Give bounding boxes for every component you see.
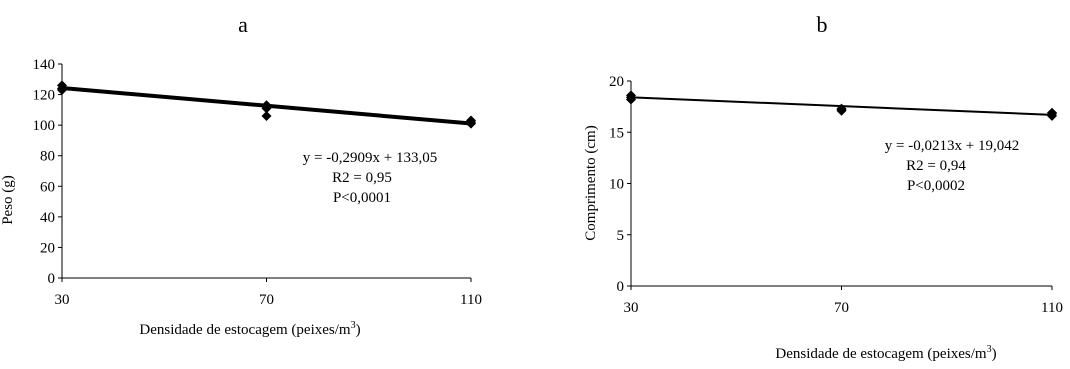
panel-a-y-tick-label: 40 xyxy=(40,210,55,226)
panel-a-x-tick-label: 70 xyxy=(259,292,274,308)
panel-b-letter: b xyxy=(817,12,828,37)
panel-b-x-tick-label: 70 xyxy=(834,300,849,316)
panel-a-x-tick-label: 110 xyxy=(460,292,482,308)
panel-b-y-tick-label: 20 xyxy=(609,74,624,90)
panel-b-y-label: Comprimento (cm) xyxy=(583,125,599,240)
panel-a-data-point xyxy=(261,110,272,121)
panel-a-r2: R2 = 0,95 xyxy=(332,170,392,186)
panel-b-x-tick-label: 110 xyxy=(1041,300,1063,316)
panel-b-x-tick-label: 30 xyxy=(624,300,639,316)
panel-a-points xyxy=(57,80,476,129)
panel-b-x-label-text: Densidade de estocagem (peixes/m xyxy=(775,346,987,362)
panel-a-y-tick-label: 0 xyxy=(48,271,56,287)
panel-b-y-tick-label: 15 xyxy=(609,125,624,141)
panel-a-x-label-end: ) xyxy=(356,322,361,338)
panel-a-y-tick-label: 60 xyxy=(40,179,55,195)
panel-b-data-point xyxy=(1047,110,1057,121)
panel-b-equation: y = -0,0213x + 19,042 xyxy=(885,138,1019,154)
panel-a-y-tick-label: 120 xyxy=(33,88,56,104)
panel-b-x-label-sup: 3 xyxy=(987,344,992,355)
panel-b-r2: R2 = 0,94 xyxy=(906,158,966,174)
panel-a-x-label-text: Densidade de estocagem (peixes/m xyxy=(139,322,351,338)
panel-b-x-ticks: 30 70 110 xyxy=(624,286,1063,316)
panel-b-data-point xyxy=(626,94,636,105)
panel-b-x-label-end: ) xyxy=(992,346,997,362)
panel-a-y-tick-label: 20 xyxy=(40,240,55,256)
panel-a-pvalue: P<0,0001 xyxy=(333,190,391,206)
panel-a-x-label-sup: 3 xyxy=(351,320,356,331)
panel-a-y-label: Peso (g) xyxy=(0,175,16,225)
panel-b-y-ticks: 0 5 10 15 20 xyxy=(609,74,631,295)
panel-b-y-tick-label: 0 xyxy=(617,279,625,295)
panel-a-y-ticks: 0 20 40 60 80 100 120 140 xyxy=(33,57,62,287)
panel-b-y-tick-label: 5 xyxy=(617,228,625,244)
panel-b-data-point xyxy=(836,105,847,116)
panel-a-x-label: Densidade de estocagem (peixes/m3) xyxy=(139,320,360,338)
panel-a: a 0 20 40 60 80 100 120 140 30 70 110 y = -0,2909… xyxy=(0,12,482,338)
panel-a-letter: a xyxy=(238,12,248,37)
panel-b-pvalue: P<0,0002 xyxy=(907,178,965,194)
panel-a-y-tick-label: 140 xyxy=(33,57,56,73)
panel-a-x-tick-label: 30 xyxy=(55,292,70,308)
panel-a-data-point xyxy=(261,103,272,114)
panel-a-data-point xyxy=(57,84,67,95)
panel-b-points xyxy=(626,90,1057,121)
panel-a-equation: y = -0,2909x + 133,05 xyxy=(303,150,437,166)
panel-b-y-tick-label: 10 xyxy=(609,177,624,193)
panel-a-data-point xyxy=(466,118,476,129)
panel-a-y-tick-label: 80 xyxy=(40,149,55,165)
panel-b: b 0 5 10 15 20 30 70 110 y = -0,0213x + 19,042… xyxy=(583,12,1063,362)
panel-a-y-tick-label: 100 xyxy=(33,118,56,134)
panel-a-x-ticks: 30 70 110 xyxy=(55,278,482,308)
panel-b-x-label: Densidade de estocagem (peixes/m3) xyxy=(775,344,996,362)
